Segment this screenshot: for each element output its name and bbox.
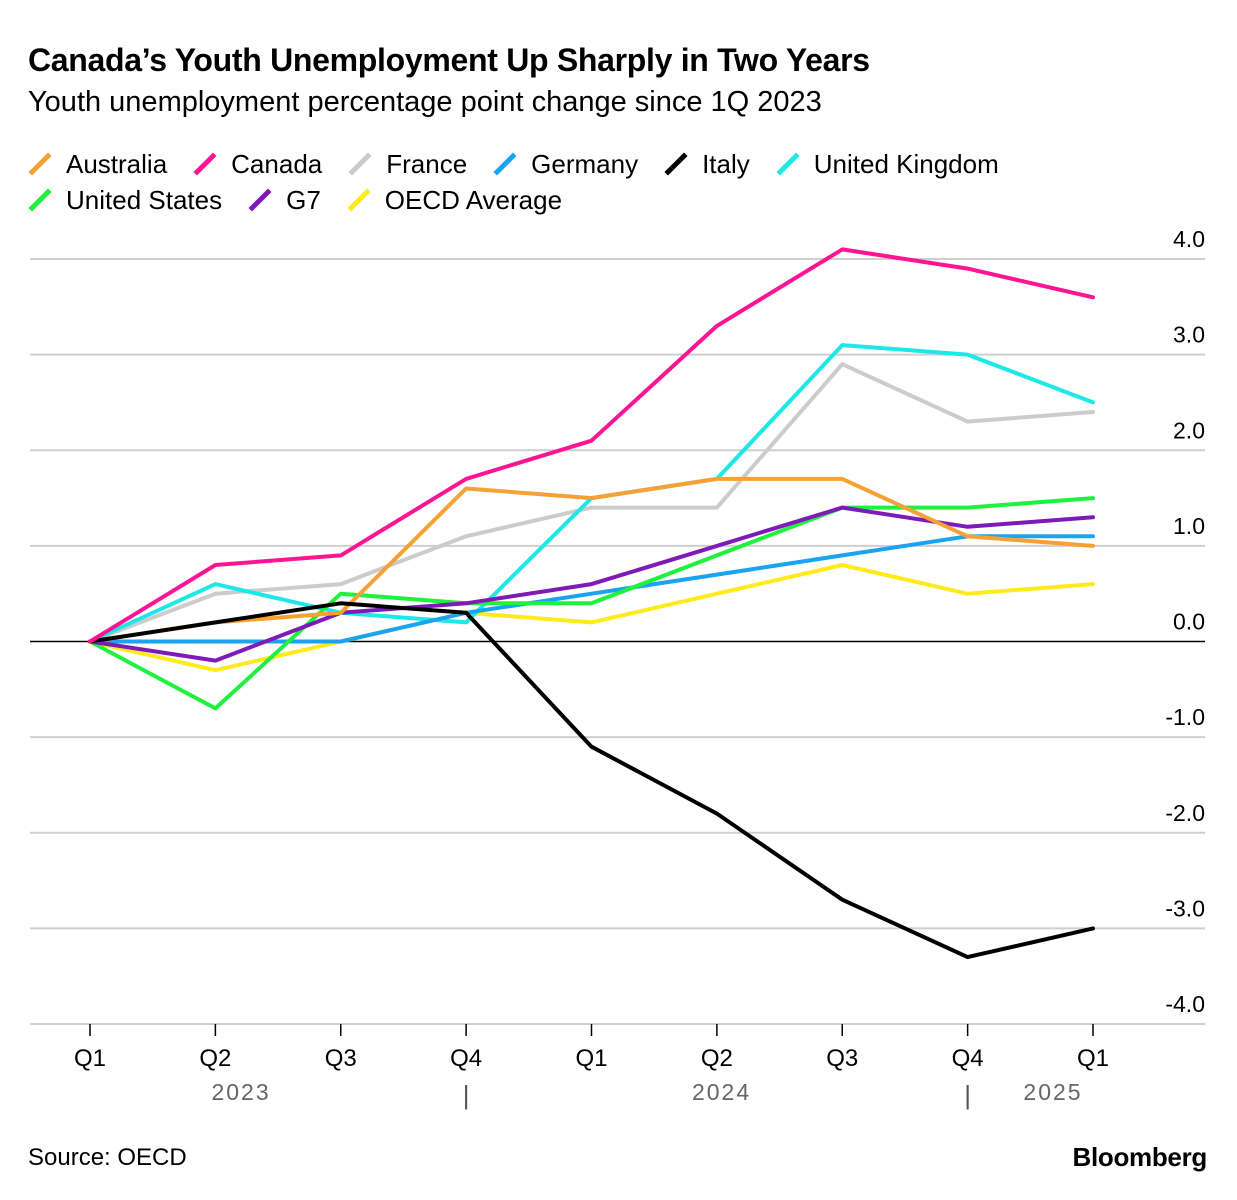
- legend-swatch-canada: [193, 152, 217, 176]
- y-tick-label: -2.0: [1165, 800, 1205, 826]
- x-tick-label: Q1: [575, 1045, 607, 1072]
- series-line-g7: [88, 505, 1095, 663]
- legend-swatch-g7: [248, 188, 272, 212]
- x-tick-label: Q3: [325, 1045, 357, 1072]
- legend-item-france: France: [348, 149, 467, 180]
- year-label: 2024: [692, 1079, 751, 1105]
- x-tick-label: Q1: [74, 1045, 106, 1072]
- series-line-italy: [88, 601, 1095, 960]
- chart-title: Canada’s Youth Unemployment Up Sharply i…: [28, 42, 870, 78]
- x-tick-label: Q4: [450, 1045, 482, 1072]
- year-label: 2023: [211, 1079, 270, 1105]
- legend-item-g7: G7: [248, 185, 321, 216]
- legend: Australia Canada France Germany Italy Un…: [28, 146, 1208, 218]
- legend-swatch-australia: [28, 152, 52, 176]
- legend-item-italy: Italy: [664, 149, 750, 180]
- legend-row-2: United States G7 OECD Average: [28, 182, 1208, 218]
- y-tick-label: 1.0: [1173, 513, 1205, 539]
- source-note: Source: OECD: [28, 1144, 187, 1171]
- legend-swatch-france: [348, 152, 372, 176]
- legend-swatch-united-kingdom: [776, 152, 800, 176]
- legend-label-germany: Germany: [531, 148, 639, 179]
- legend-swatch-germany: [493, 152, 517, 176]
- legend-row-1: Australia Canada France Germany Italy Un…: [28, 146, 1208, 182]
- legend-item-canada: Canada: [193, 149, 322, 180]
- year-separator: |: [463, 1080, 470, 1110]
- legend-label-g7: G7: [286, 184, 321, 215]
- legend-label-united-kingdom: United Kingdom: [813, 148, 999, 179]
- series-line-germany: [88, 534, 1095, 644]
- series-line-australia: [88, 476, 1095, 644]
- legend-item-united-kingdom: United Kingdom: [776, 149, 999, 180]
- series-line-france: [88, 362, 1095, 644]
- bloomberg-logo: Bloomberg: [1072, 1142, 1207, 1172]
- y-tick-label: -4.0: [1165, 991, 1205, 1017]
- line-chart: 4.0 3.0 2.0 1.0 0.0 -1.0 -2.0 -3.0 -4.0 Q1 Q2 Q3 Q4 Q…: [30, 226, 1205, 1110]
- legend-item-oecd-average: OECD Average: [347, 185, 562, 216]
- legend-label-united-states: United States: [66, 184, 223, 215]
- y-tick-label: 3.0: [1173, 322, 1205, 348]
- chart-subtitle: Youth unemployment percentage point chan…: [28, 86, 822, 118]
- legend-item-australia: Australia: [28, 149, 167, 180]
- legend-swatch-oecd-average: [347, 188, 371, 212]
- series-line-united-states: [88, 496, 1095, 711]
- y-tick-label: -3.0: [1165, 895, 1205, 921]
- x-tick-label: Q2: [199, 1045, 231, 1072]
- year-separator: |: [964, 1080, 971, 1110]
- series-line-united-kingdom: [88, 343, 1095, 644]
- legend-item-germany: Germany: [493, 149, 638, 180]
- y-tick-label: 0.0: [1173, 609, 1205, 635]
- x-tick-label: Q1: [1077, 1045, 1109, 1072]
- legend-label-italy: Italy: [702, 148, 750, 179]
- legend-label-oecd-average: OECD Average: [384, 184, 563, 215]
- series-line-canada: [88, 247, 1095, 644]
- legend-swatch-italy: [664, 152, 688, 176]
- x-tick-label: Q2: [701, 1045, 733, 1072]
- y-tick-label: 4.0: [1173, 226, 1205, 252]
- y-tick-label: -1.0: [1165, 704, 1205, 730]
- x-tick-label: Q4: [952, 1045, 984, 1072]
- legend-swatch-united-states: [28, 188, 52, 212]
- legend-item-united-states: United States: [28, 185, 222, 216]
- x-tick-label: Q3: [826, 1045, 858, 1072]
- legend-label-australia: Australia: [66, 148, 168, 179]
- series-line-oecd-average: [88, 563, 1095, 673]
- legend-label-canada: Canada: [231, 148, 323, 179]
- legend-label-france: France: [386, 148, 468, 179]
- y-tick-label: 2.0: [1173, 417, 1205, 443]
- year-label: 2025: [1023, 1079, 1082, 1105]
